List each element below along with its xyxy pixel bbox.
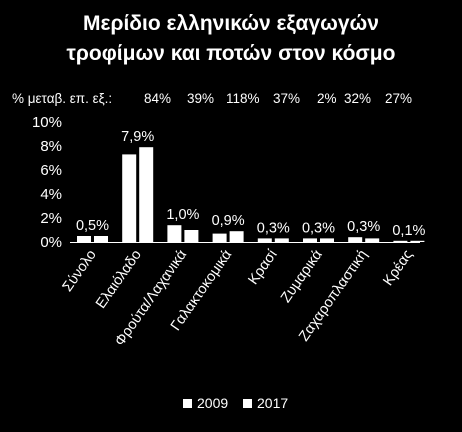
chart-title-line-2: τροφίμων και ποτών στον κόσμο	[66, 42, 396, 65]
bar-2009	[303, 238, 317, 242]
bar-2009	[393, 240, 408, 242]
y-tick-label: 0%	[40, 234, 62, 251]
y-tick-label: 8%	[40, 138, 62, 155]
bar-2009	[348, 237, 363, 242]
x-category-label: Σύνολο	[60, 247, 100, 295]
data-label: 0,5%	[76, 218, 109, 234]
data-label: 0,9%	[212, 213, 245, 229]
bar-2017	[320, 238, 334, 242]
bar-2009	[212, 233, 227, 242]
bar-2017	[229, 231, 244, 242]
legend-label: 2017	[257, 395, 289, 411]
bar-2009	[257, 238, 272, 242]
bar-2017	[274, 238, 289, 242]
change-value: 32%	[344, 91, 372, 106]
bar-2009	[122, 154, 137, 242]
y-tick-label: 10%	[32, 114, 62, 131]
change-value: 27%	[385, 91, 413, 106]
legend-item-2009: 2009	[183, 395, 228, 411]
data-label: 0,3%	[257, 220, 290, 236]
legend-swatch	[243, 398, 252, 408]
change-value: 84%	[144, 91, 172, 106]
bar-2017	[410, 240, 425, 242]
change-value: 39%	[187, 91, 215, 106]
x-category-label: Κρασί	[245, 246, 281, 287]
bar-2017	[139, 147, 154, 242]
change-value: 37%	[273, 91, 301, 106]
legend-label: 2009	[197, 395, 229, 411]
y-tick-label: 6%	[40, 162, 62, 179]
chart-title-line-1: Μερίδιο ελληνικών εξαγωγών	[83, 12, 379, 35]
y-tick-label: 2%	[40, 210, 62, 227]
change-value: 118%	[226, 91, 260, 106]
bar-2009	[167, 225, 182, 242]
x-category-label: Ελαιόλαδο	[93, 247, 145, 312]
legend-swatch	[183, 398, 192, 408]
data-label: 7,9%	[121, 129, 154, 145]
bar-2009	[77, 236, 91, 242]
x-category-label: Κρέας	[380, 247, 416, 289]
data-label: 0,1%	[392, 223, 425, 239]
x-category-label: Ζυμαρικά	[278, 247, 326, 306]
change-row-label: % μεταβ. επ. εξ.:	[12, 91, 113, 106]
y-tick-label: 4%	[40, 186, 62, 203]
change-value: 2%	[317, 91, 337, 106]
legend-item-2017: 2017	[243, 395, 288, 411]
bar-2017	[94, 236, 108, 242]
data-label: 0,3%	[302, 220, 335, 236]
data-label: 0,3%	[347, 219, 380, 235]
data-label: 1,0%	[166, 207, 199, 223]
bar-2017	[184, 230, 199, 242]
bar-2017	[365, 238, 380, 242]
